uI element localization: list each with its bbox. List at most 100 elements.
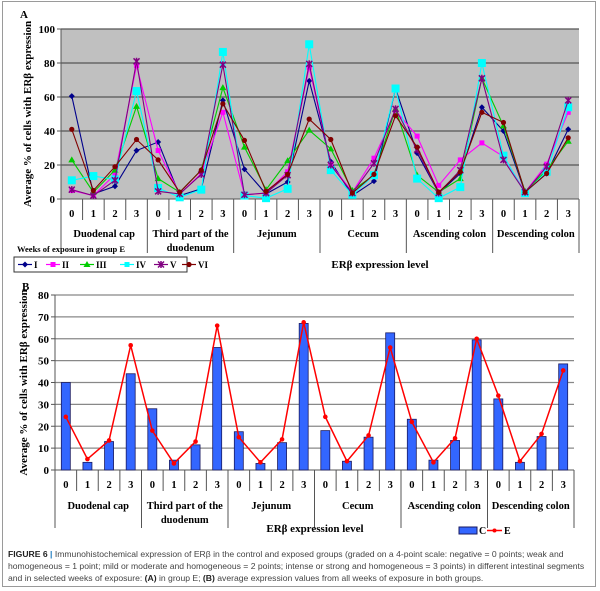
level-label: 3 — [388, 480, 393, 491]
bar-C — [320, 430, 331, 471]
x-axis-label: ERβ expression level — [331, 259, 428, 271]
x-axis-label: ERβ expression level — [266, 523, 363, 535]
caption-a-label: (A) — [144, 573, 157, 583]
y-tick-label: 10 — [38, 443, 50, 455]
group-label: Ascending colon — [413, 229, 486, 240]
data-point-VI — [457, 169, 463, 175]
level-label: 0 — [156, 209, 161, 220]
bar-C — [493, 398, 504, 471]
y-axis-label: Average % of cells with ERβ expression — [18, 289, 30, 475]
caption-figure-label: FIGURE 6 — [8, 549, 48, 559]
level-label: 0 — [501, 209, 506, 220]
y-tick-label: 50 — [38, 356, 50, 368]
data-point-VI — [371, 171, 377, 177]
legend-label: IV — [136, 260, 147, 270]
level-label: 0 — [415, 209, 420, 220]
data-point-I — [133, 147, 140, 154]
level-label: 1 — [517, 480, 522, 491]
bar-C — [385, 332, 396, 471]
y-tick-label: 60 — [38, 334, 50, 346]
level-label: 1 — [177, 209, 182, 220]
data-point-VI — [285, 171, 291, 177]
y-tick-label: 70 — [38, 312, 50, 324]
data-point-VI — [479, 109, 485, 115]
data-point-I — [68, 93, 75, 100]
data-point-E — [496, 393, 501, 398]
data-point-III — [68, 156, 76, 163]
group-label: Cecum — [342, 501, 374, 512]
data-point-E — [474, 336, 479, 342]
data-point-V — [392, 105, 400, 113]
level-label: 0 — [409, 480, 414, 491]
data-point-IV — [132, 87, 141, 96]
level-label: 1 — [171, 480, 176, 491]
data-point-IV — [477, 59, 486, 67]
level-label: 2 — [458, 209, 463, 220]
data-point-III — [327, 145, 335, 152]
level-label: 3 — [128, 480, 133, 491]
caption-text-2: in group E; — [156, 573, 203, 583]
legend-label: VI — [198, 260, 208, 270]
group-label: Ascending colon — [408, 501, 481, 512]
group-label: Jejunum — [251, 501, 291, 512]
data-point-E — [214, 323, 220, 328]
data-point-IV — [305, 40, 314, 49]
data-point-VI — [69, 126, 75, 132]
series-line-VI — [71, 102, 569, 194]
legend-label: E — [504, 526, 511, 537]
legend-label: C — [479, 526, 486, 537]
data-point-V — [240, 191, 248, 199]
data-point-IV — [413, 174, 422, 183]
level-label: 2 — [279, 480, 284, 491]
data-point-IV — [283, 184, 292, 193]
data-point-E — [85, 456, 90, 462]
group-label: duodenum — [161, 515, 209, 526]
group-label: Descending colon — [492, 501, 570, 512]
data-point-E — [63, 414, 69, 420]
data-point-E — [128, 343, 133, 348]
figure-caption: FIGURE 6 | Immunohistochemical expressio… — [8, 549, 585, 583]
legend-marker-E — [492, 528, 497, 533]
legend-marker-III — [83, 261, 91, 267]
data-point-V — [68, 186, 76, 194]
data-point-I — [370, 178, 377, 185]
data-point-IV — [564, 103, 573, 112]
group-label: Duodenal cap — [67, 501, 129, 512]
data-point-VI — [241, 137, 248, 143]
y-tick-label: 20 — [38, 421, 50, 433]
data-point-II — [112, 171, 118, 177]
level-label: 2 — [452, 480, 457, 491]
y-tick-label: 40 — [38, 378, 50, 390]
data-point-E — [106, 438, 112, 443]
data-point-VI — [414, 144, 420, 150]
data-point-E — [539, 431, 544, 437]
group-label: Descending colon — [497, 229, 575, 240]
data-point-VI — [198, 167, 204, 173]
bar-C — [82, 461, 93, 471]
data-point-VI — [220, 101, 226, 107]
bar-C — [233, 431, 244, 471]
level-label: 0 — [328, 209, 333, 220]
data-point-V — [89, 192, 97, 200]
caption-text-1: Immunohistochemical expression of ERβ in… — [8, 549, 585, 583]
y-tick-label: 30 — [38, 399, 50, 411]
data-point-III — [564, 137, 572, 144]
data-point-I — [478, 104, 485, 111]
bar-C — [536, 436, 547, 471]
data-point-E — [236, 434, 242, 440]
data-point-III — [240, 143, 248, 150]
data-point-E — [279, 437, 285, 442]
data-point-I — [565, 126, 572, 133]
group-label: Third part of the — [152, 229, 228, 240]
legend: I II III IV V VI — [13, 256, 208, 273]
level-label: 1 — [85, 480, 90, 491]
panel-label: A — [20, 9, 28, 21]
data-point-IV — [67, 176, 76, 185]
data-point-E — [517, 458, 523, 464]
bar-C — [147, 408, 158, 471]
level-label: 1 — [522, 209, 527, 220]
y-tick-label: 80 — [44, 58, 56, 70]
panel-label: B — [22, 281, 30, 293]
data-point-III — [284, 157, 292, 164]
